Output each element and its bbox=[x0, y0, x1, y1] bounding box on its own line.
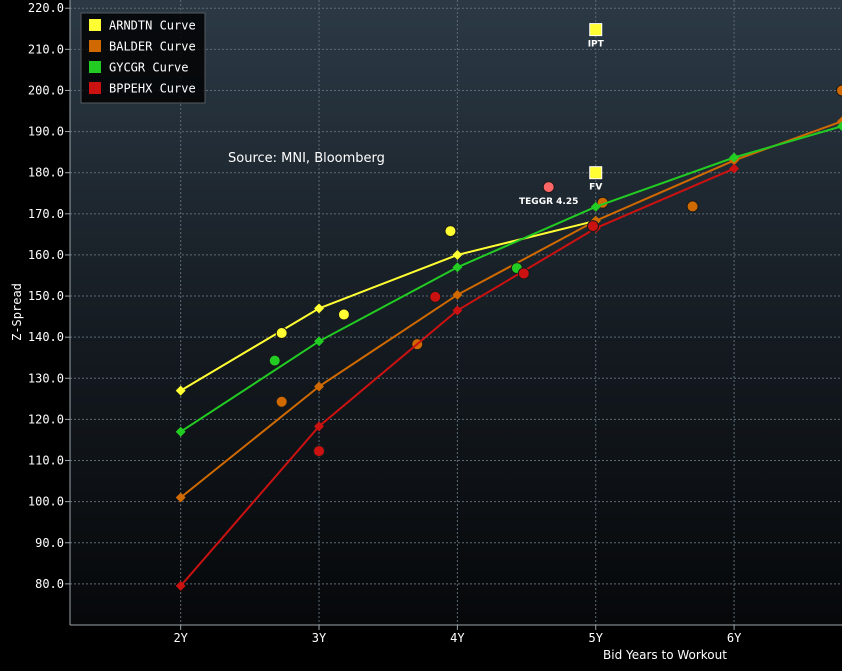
x-tick-label: 4Y bbox=[450, 631, 465, 645]
legend-swatch-gycgr bbox=[89, 61, 101, 73]
y-tick-label: 190.0 bbox=[28, 125, 64, 139]
source-note: Source: MNI, Bloomberg bbox=[228, 151, 385, 166]
y-tick-label: 200.0 bbox=[28, 83, 64, 97]
arndtn-bond-point bbox=[337, 308, 350, 321]
y-tick-label: 180.0 bbox=[28, 166, 64, 180]
gycgr-curve-point bbox=[590, 201, 601, 212]
bppehx-bond-point bbox=[313, 445, 326, 458]
y-tick-label: 170.0 bbox=[28, 207, 64, 221]
arndtn-curve-point bbox=[314, 303, 324, 314]
y-tick-label: 110.0 bbox=[28, 454, 64, 468]
arndtn-bond-point bbox=[275, 327, 288, 340]
gycgr-bond-point bbox=[268, 354, 281, 367]
teggr-4-25-label: TEGGR 4.25 bbox=[519, 197, 578, 207]
legend-label-gycgr: GYCGR Curve bbox=[109, 61, 188, 75]
bppehx-curve-point bbox=[314, 421, 324, 432]
arndtn-curve-point bbox=[175, 385, 186, 396]
gycgr-curve-point bbox=[729, 152, 740, 163]
legend-box bbox=[80, 12, 206, 104]
y-tick-label: 160.0 bbox=[28, 248, 64, 262]
balder-curve-point bbox=[314, 381, 324, 392]
y-tick-label: 100.0 bbox=[28, 495, 64, 509]
x-tick-label: 6Y bbox=[727, 631, 742, 645]
bppehx-bond-point bbox=[517, 267, 530, 280]
series bbox=[175, 84, 842, 591]
axes bbox=[69, 0, 842, 626]
x-axis-label: Bid Years to Workout bbox=[603, 648, 727, 662]
x-tick-label: 5Y bbox=[589, 631, 604, 645]
legend-swatch-bppehx bbox=[89, 82, 101, 94]
gycgr-curve-point bbox=[837, 121, 842, 132]
y-axis-label: Z-Spread bbox=[10, 283, 24, 341]
bppehx-curve-point bbox=[175, 580, 186, 591]
legend: ARNDTN Curve BALDER Curve GYCGR Curve BPPEH… bbox=[80, 12, 206, 104]
legend-label-bppehx: BPPEHX Curve bbox=[109, 82, 196, 96]
fv-marker bbox=[589, 166, 603, 180]
ipt-label: IPT bbox=[588, 40, 605, 50]
fv-label: FV bbox=[589, 183, 602, 193]
ipt-marker bbox=[589, 23, 603, 37]
x-tick-label: 3Y bbox=[312, 631, 327, 645]
balder-series bbox=[175, 84, 842, 503]
gycgr-curve-point bbox=[314, 336, 324, 347]
y-tick-label: 120.0 bbox=[28, 412, 64, 426]
balder-bond-point bbox=[836, 84, 842, 97]
bppehx-bond-point bbox=[586, 220, 599, 233]
gycgr-curve-point bbox=[452, 262, 463, 273]
y-tick-label: 220.0 bbox=[28, 1, 64, 15]
annotations: IPT FV TEGGR 4.25 bbox=[519, 23, 605, 207]
legend-label-arndtn: ARNDTN Curve bbox=[109, 19, 196, 33]
balder-curve-point bbox=[175, 492, 186, 503]
gycgr-series bbox=[175, 121, 842, 437]
gycgr-curve-line bbox=[180, 125, 842, 433]
balder-curve-point bbox=[452, 289, 463, 300]
legend-swatch-arndtn bbox=[89, 19, 101, 31]
y-tick-label: 130.0 bbox=[28, 371, 64, 385]
balder-bond-point bbox=[686, 200, 699, 213]
x-tick-labels: 2Y 3Y 4Y 5Y 6Y bbox=[173, 625, 742, 645]
balder-curve-line bbox=[180, 120, 842, 499]
y-tick-label: 140.0 bbox=[28, 330, 64, 344]
legend-label-balder: BALDER Curve bbox=[109, 40, 196, 54]
y-tick-label: 90.0 bbox=[35, 536, 64, 550]
arndtn-bond-point bbox=[444, 225, 457, 238]
y-tick-label: 80.0 bbox=[35, 577, 64, 591]
bppehx-series bbox=[175, 163, 740, 591]
y-tick-labels: 80.0 90.0 100.0 110.0 120.0 130.0 140.0 150.0 16… bbox=[28, 1, 70, 591]
arndtn-curve-point bbox=[452, 249, 463, 260]
bppehx-curve-point bbox=[452, 305, 463, 316]
gycgr-curve-point bbox=[175, 426, 186, 437]
bppehx-bond-point bbox=[429, 290, 442, 303]
x-tick-label: 2Y bbox=[173, 631, 188, 645]
y-tick-label: 210.0 bbox=[28, 42, 64, 56]
bppehx-curve-point bbox=[729, 163, 740, 174]
y-tick-label: 150.0 bbox=[28, 289, 64, 303]
teggr-4-25-marker bbox=[542, 181, 555, 194]
legend-swatch-balder bbox=[89, 40, 101, 52]
balder-bond-point bbox=[275, 395, 288, 408]
